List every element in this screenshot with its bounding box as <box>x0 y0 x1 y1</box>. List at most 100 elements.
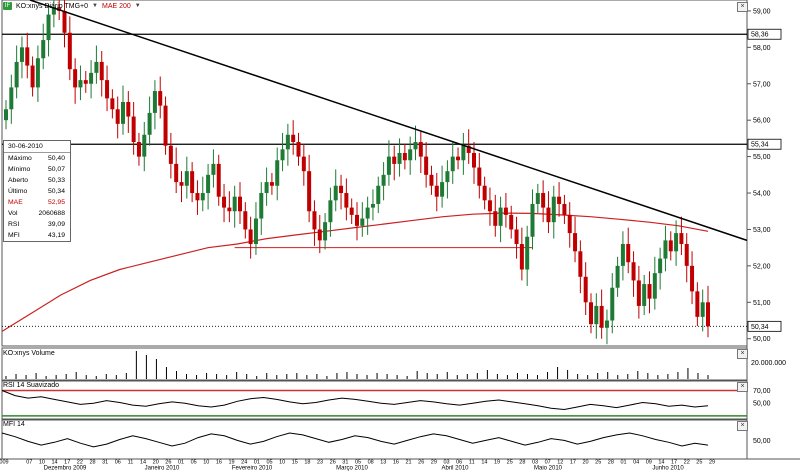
candle-body <box>280 149 285 161</box>
date-day-label: 10 <box>279 460 285 466</box>
candle-body <box>147 112 152 135</box>
candle-body <box>493 211 498 226</box>
date-day-label: 21 <box>406 460 412 466</box>
info-label: Máximo <box>8 155 32 162</box>
rsi-panel-label[interactable]: RSI 14 Suavizado <box>3 382 60 389</box>
candle-body <box>275 160 280 186</box>
ticker-dropdown-icon[interactable]: ▼ <box>92 3 98 9</box>
candle-body <box>115 109 120 124</box>
level-label-box <box>747 28 782 40</box>
date-day-label: 16 <box>393 460 399 466</box>
candle-body <box>679 233 684 245</box>
candle-body <box>253 218 258 245</box>
info-value: 2060688 <box>38 210 65 217</box>
candle-body <box>333 185 338 201</box>
candle-body <box>668 240 673 252</box>
price-tick-label: 57,00 <box>753 81 771 88</box>
candle-body <box>344 193 349 208</box>
info-value: 50,40 <box>47 155 65 162</box>
indicator-dropdown-icon[interactable]: ▼ <box>134 3 141 9</box>
candle-body <box>525 236 530 270</box>
candle-body <box>456 156 461 161</box>
candle-body <box>296 142 301 157</box>
candle-body <box>567 214 572 234</box>
candle-body <box>392 156 397 164</box>
candle-body <box>46 14 51 41</box>
candle-body <box>62 10 67 33</box>
candle-body <box>658 258 663 274</box>
date-day-label: 26 <box>418 460 424 466</box>
candle-body <box>200 193 205 201</box>
info-row-last: Último 50,34 <box>4 186 70 197</box>
date-month-label: Março 2010 <box>336 466 368 472</box>
candle-body <box>551 196 556 223</box>
candle-body <box>110 98 115 110</box>
mfi-panel-label[interactable]: MFI 14 <box>3 421 25 428</box>
date-day-label: 06 <box>115 460 121 466</box>
candle-body <box>312 211 317 230</box>
candle-body <box>381 174 386 186</box>
candle-body <box>184 171 189 186</box>
date-day-label: 06 <box>456 460 462 466</box>
info-label: Último <box>8 188 28 195</box>
date-day-label: 20 <box>153 460 159 466</box>
date-day-label: 29 <box>431 460 437 466</box>
info-label: RSI <box>8 221 20 228</box>
candle-body <box>158 91 163 106</box>
grid-layer <box>1 0 748 471</box>
candle-body <box>599 305 604 328</box>
candle-body <box>19 47 24 62</box>
mfi-axis-label: 50,00 <box>753 438 771 445</box>
price-tick-label: 54,00 <box>753 191 771 198</box>
candle-body <box>445 171 450 183</box>
candle-body <box>232 196 237 212</box>
close-volume-panel-button[interactable]: × <box>737 349 748 359</box>
mfi-line <box>1 432 709 448</box>
date-day-label: 04 <box>633 460 639 466</box>
candle-body <box>94 61 99 73</box>
date-day-label: 17 <box>64 460 70 466</box>
volume-panel-label[interactable]: KO:xnys Volume <box>3 350 55 357</box>
close-mfi-panel-button[interactable]: × <box>737 421 748 431</box>
candle-body <box>291 134 296 143</box>
level-label-box <box>747 138 782 150</box>
candle-body <box>482 185 487 201</box>
close-rsi-panel-button[interactable]: × <box>737 382 748 392</box>
close-main-panel-button[interactable]: × <box>737 2 748 12</box>
candle-body <box>41 40 46 59</box>
date-day-label: 13 <box>380 460 386 466</box>
indicator-label[interactable]: MAE 200 <box>101 2 131 10</box>
level-label: 58,36 <box>751 32 769 39</box>
candle-body <box>450 156 455 172</box>
date-day-label: 10 <box>39 460 45 466</box>
candle-body <box>589 302 593 325</box>
info-row-min: Mínimo 50,07 <box>4 164 70 175</box>
candle-body <box>360 218 365 226</box>
info-value: 39,09 <box>47 221 65 228</box>
candle-body <box>695 291 700 317</box>
date-day-label: 14 <box>140 460 146 466</box>
rsi-line <box>1 390 709 411</box>
info-date: 30-06-2010 <box>4 141 70 153</box>
date-day-label: 29 <box>709 460 715 466</box>
info-row-open: Aberto 50,33 <box>4 175 70 186</box>
candle-body <box>67 32 72 70</box>
date-day-label: 03 <box>443 460 449 466</box>
date-day-label: 15 <box>292 460 298 466</box>
candle-body <box>663 240 668 259</box>
date-day-label: 17 <box>570 460 576 466</box>
volume-panel: 20.000.000 <box>5 351 786 379</box>
price-tick-label: 50,00 <box>753 336 771 343</box>
candle-body <box>285 134 290 150</box>
candle-body <box>440 182 445 197</box>
candle-body <box>386 156 391 175</box>
date-day-label: 05 <box>191 460 197 466</box>
info-label: MAE <box>8 199 23 206</box>
candle-body <box>519 244 524 270</box>
candle-body <box>573 233 578 252</box>
candle-body <box>535 193 540 204</box>
level-label-box <box>747 320 782 332</box>
ticker-label[interactable]: KO:xnys Diário TMG+0 <box>16 2 89 10</box>
date-day-label: 26 <box>330 460 336 466</box>
